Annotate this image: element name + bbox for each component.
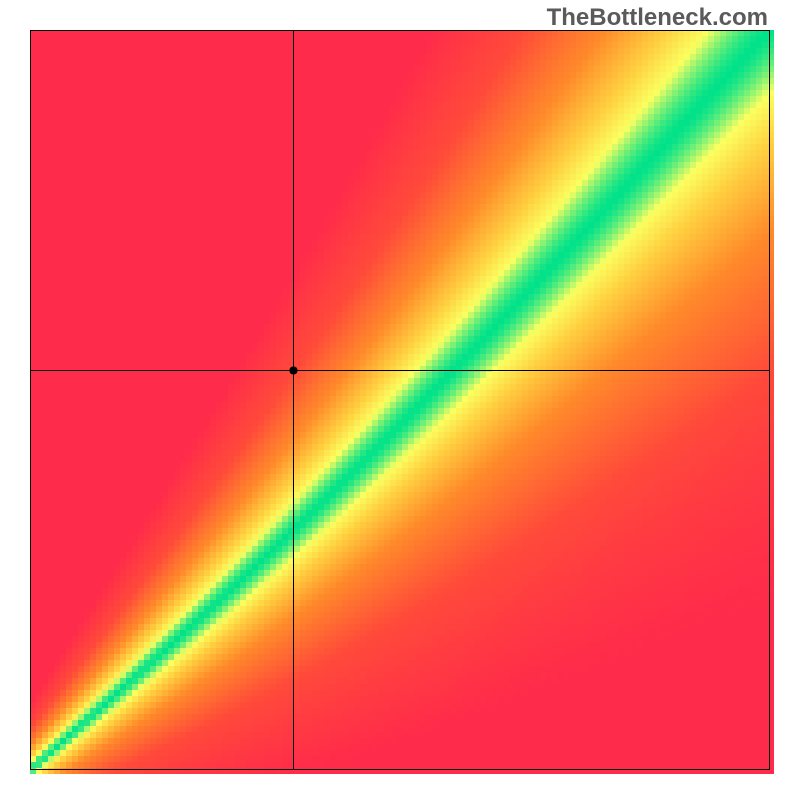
chart-container: TheBottleneck.com — [0, 0, 800, 800]
bottleneck-heatmap — [0, 0, 800, 800]
watermark-text: TheBottleneck.com — [547, 4, 768, 32]
